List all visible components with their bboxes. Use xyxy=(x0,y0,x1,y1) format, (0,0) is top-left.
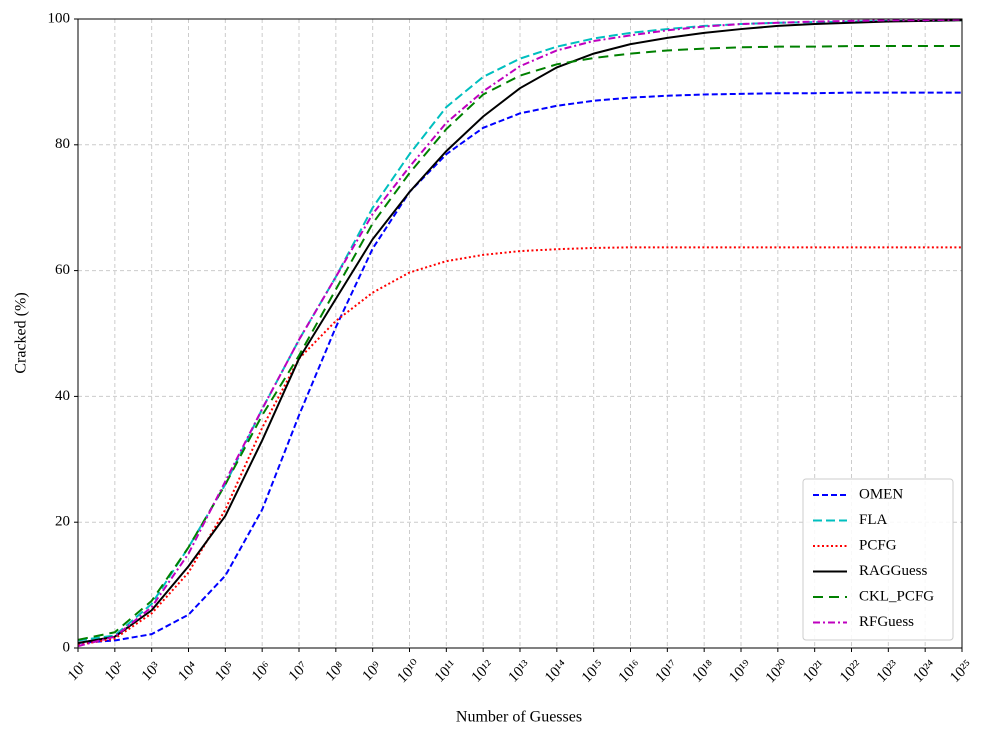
x-tick-label: 10¹⁴ xyxy=(542,657,571,686)
x-tick-label: 10¹⁶ xyxy=(616,657,645,686)
x-tick-label: 10²⁵ xyxy=(947,657,976,686)
legend-label: CKL_PCFG xyxy=(859,588,934,604)
x-tick-label: 10³ xyxy=(139,659,164,684)
y-tick-label: 0 xyxy=(63,639,71,655)
legend-label: FLA xyxy=(859,512,888,528)
y-tick-label: 20 xyxy=(55,514,70,530)
legend-label: PCFG xyxy=(859,537,897,553)
x-tick-label: 10¹⁰ xyxy=(394,657,423,686)
legend: OMEN FLA PCFG RAGGuess CKL_PCFG RFGuess xyxy=(802,478,954,641)
series-line xyxy=(77,91,962,644)
x-tick-label: 10⁴ xyxy=(175,659,201,685)
x-tick-label: 10⁷ xyxy=(286,659,312,685)
x-tick-label: 10¹⁵ xyxy=(579,657,608,686)
x-tick-label: 10⁶ xyxy=(249,659,275,685)
x-tick-label: 10²⁴ xyxy=(910,657,939,686)
legend-box xyxy=(802,478,954,641)
y-tick-label: 80 xyxy=(55,136,70,152)
series-line xyxy=(77,18,963,648)
series-line xyxy=(77,45,962,641)
x-tick-label: 10¹⁹ xyxy=(726,657,755,686)
y-axis-label: Cracked (%) xyxy=(13,292,30,373)
x-tick-label: 10²¹ xyxy=(800,657,828,685)
x-tick-label: 10²⁰ xyxy=(763,657,792,686)
x-tick-label: 10⁸ xyxy=(323,659,349,685)
plot-frame xyxy=(77,18,963,649)
y-tick-label: 100 xyxy=(48,10,71,26)
series-line xyxy=(77,19,963,642)
x-tick-label: 10¹⁸ xyxy=(689,657,718,686)
x-tick-label: 10¹⁷ xyxy=(653,657,682,686)
x-tick-label: 10¹² xyxy=(469,657,498,686)
x-tick-label: 10⁵ xyxy=(212,659,238,685)
legend-label: RAGGuess xyxy=(859,563,927,579)
x-tick-label: 10²² xyxy=(837,657,866,686)
y-tick-label: 40 xyxy=(55,388,70,404)
x-tick-label: 10²³ xyxy=(874,657,903,686)
series-line xyxy=(77,19,963,644)
x-tick-label: 10² xyxy=(102,659,127,684)
x-tick-label: 10⁹ xyxy=(359,659,385,685)
y-tick-label: 60 xyxy=(55,262,70,278)
x-axis-label: Number of Guesses xyxy=(456,709,582,726)
x-tick-label: 10¹¹ xyxy=(432,657,460,685)
x-tick-label: 10¹ xyxy=(65,659,90,684)
legend-label: RFGuess xyxy=(859,614,914,630)
legend-label: OMEN xyxy=(859,486,903,502)
x-tick-label: 10¹³ xyxy=(505,657,534,686)
